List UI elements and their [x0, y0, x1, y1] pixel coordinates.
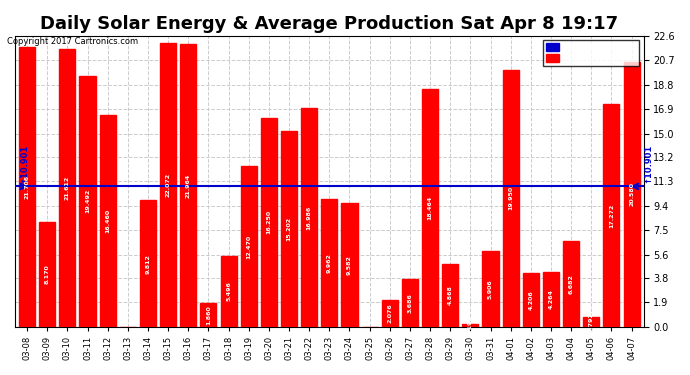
- Text: 3.686: 3.686: [407, 293, 413, 313]
- Bar: [241, 166, 257, 327]
- Text: Copyright 2017 Cartronics.com: Copyright 2017 Cartronics.com: [7, 38, 138, 46]
- Text: 22.072: 22.072: [166, 172, 170, 197]
- Bar: [322, 198, 337, 327]
- Text: 17.272: 17.272: [609, 204, 614, 228]
- Bar: [442, 264, 458, 327]
- Text: 16.250: 16.250: [266, 210, 271, 234]
- Text: 21.612: 21.612: [65, 176, 70, 200]
- Text: 5.906: 5.906: [488, 279, 493, 298]
- Text: 8.170: 8.170: [45, 264, 50, 284]
- Text: 4.868: 4.868: [448, 285, 453, 305]
- Text: 6.682: 6.682: [569, 274, 573, 294]
- Text: 20.580: 20.580: [629, 182, 634, 206]
- Text: 19.950: 19.950: [508, 186, 513, 210]
- Bar: [382, 300, 398, 327]
- Text: 0.192: 0.192: [468, 316, 473, 335]
- Bar: [342, 204, 357, 327]
- Bar: [140, 201, 156, 327]
- Bar: [221, 256, 237, 327]
- Bar: [523, 273, 539, 327]
- Text: 4.206: 4.206: [529, 290, 533, 309]
- Bar: [39, 222, 55, 327]
- Bar: [402, 279, 418, 327]
- Bar: [482, 251, 499, 327]
- Bar: [502, 70, 519, 327]
- Text: 5.496: 5.496: [226, 281, 231, 301]
- Text: 16.986: 16.986: [306, 206, 312, 230]
- Text: 19.492: 19.492: [85, 189, 90, 213]
- Bar: [79, 76, 96, 327]
- Text: 1.860: 1.860: [206, 305, 211, 325]
- Bar: [19, 48, 35, 327]
- Text: ↑10.901: ↑10.901: [644, 143, 653, 183]
- Bar: [583, 316, 600, 327]
- Bar: [59, 49, 75, 327]
- Bar: [563, 241, 579, 327]
- Bar: [281, 131, 297, 327]
- Bar: [543, 272, 559, 327]
- Text: 15.202: 15.202: [286, 217, 292, 241]
- Text: 0.792: 0.792: [589, 312, 594, 332]
- Text: 2.076: 2.076: [387, 303, 393, 323]
- Text: 9.582: 9.582: [347, 255, 352, 275]
- Legend: Average  (kWh), Daily  (kWh): Average (kWh), Daily (kWh): [543, 40, 639, 66]
- Text: 9.962: 9.962: [327, 253, 332, 273]
- Bar: [99, 115, 116, 327]
- Bar: [301, 108, 317, 327]
- Bar: [422, 89, 438, 327]
- Text: 21.706: 21.706: [25, 175, 30, 199]
- Title: Daily Solar Energy & Average Production Sat Apr 8 19:17: Daily Solar Energy & Average Production …: [40, 15, 618, 33]
- Bar: [603, 105, 620, 327]
- Bar: [261, 118, 277, 327]
- Text: 9.812: 9.812: [146, 254, 150, 273]
- Bar: [624, 62, 640, 327]
- Text: ↑10.901: ↑10.901: [19, 143, 28, 183]
- Text: 21.964: 21.964: [186, 173, 190, 198]
- Text: 16.460: 16.460: [105, 209, 110, 233]
- Text: 18.464: 18.464: [428, 196, 433, 220]
- Bar: [160, 43, 176, 327]
- Text: 12.470: 12.470: [246, 234, 251, 259]
- Bar: [462, 324, 478, 327]
- Bar: [200, 303, 217, 327]
- Text: 4.264: 4.264: [549, 290, 553, 309]
- Bar: [180, 44, 197, 327]
